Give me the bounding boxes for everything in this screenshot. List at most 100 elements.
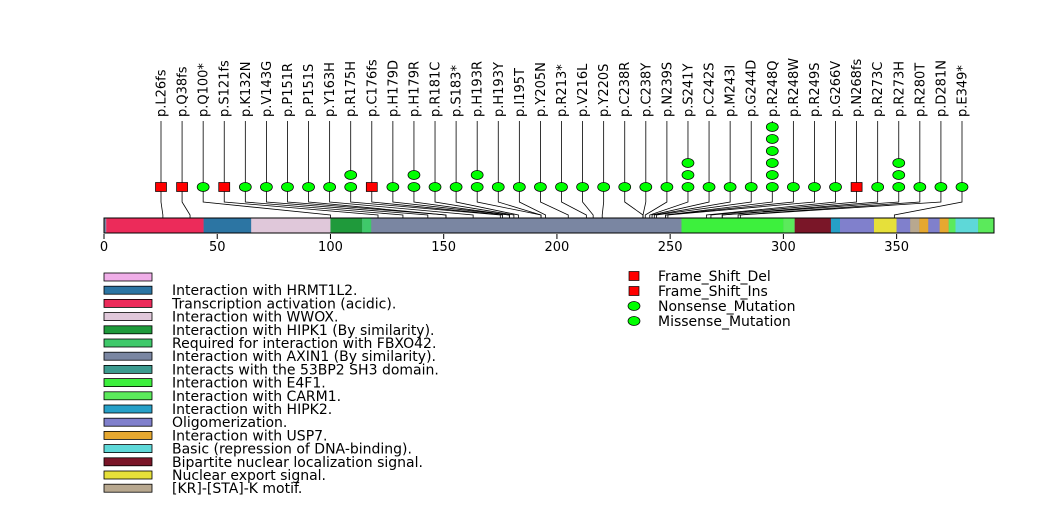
mutation-marker-circle bbox=[407, 170, 421, 180]
mutation-marker-square bbox=[365, 182, 378, 192]
domain-legend-label: [KR]-[STA]-K motif. bbox=[172, 481, 302, 497]
mutation-marker-square bbox=[155, 182, 167, 192]
mutation-marker-circle bbox=[765, 134, 779, 144]
domain-legend-swatch bbox=[103, 312, 153, 322]
mutation-marker-circle bbox=[765, 170, 779, 180]
mutation-marker-circle bbox=[723, 182, 737, 192]
domain-segment bbox=[948, 218, 956, 233]
domain-segment bbox=[106, 218, 204, 233]
mutation-label-p-g244d: p.G244D bbox=[745, 60, 760, 117]
protein-domains bbox=[103, 217, 995, 234]
mutation-label-p-k132n: p.K132N bbox=[239, 62, 254, 117]
domain-legend-swatch bbox=[103, 470, 153, 480]
mutation-connector bbox=[265, 187, 429, 218]
domain-legend: Interaction with HRMT1L2.Transcription a… bbox=[103, 272, 439, 497]
mutation-marker-circle bbox=[238, 182, 252, 192]
domain-legend-swatch bbox=[103, 285, 153, 295]
mutation-marker-circle bbox=[534, 182, 547, 192]
mutation-marker-circle bbox=[470, 170, 484, 180]
domain-legend-swatch bbox=[103, 364, 153, 374]
domain-segment bbox=[330, 218, 363, 233]
domain-legend-label: Interaction with WWOX. bbox=[172, 310, 338, 326]
domain-legend-label: Transcription activation (acidic). bbox=[171, 296, 396, 312]
mutation-connector bbox=[202, 187, 331, 218]
mutation-marker-circle bbox=[892, 158, 906, 168]
axis-tick-label: 0 bbox=[100, 240, 108, 255]
mutation-marker-circle bbox=[428, 182, 442, 192]
mutation-marker-circle bbox=[281, 182, 294, 192]
mutation-labels: p.L26fs p.Q38fs p.Q100* p.S121fs p.K132N p.V1… bbox=[155, 58, 971, 117]
mutation-marker-circle bbox=[681, 182, 695, 192]
mutation-connector bbox=[497, 187, 542, 218]
mutation-connector bbox=[561, 187, 587, 218]
mutation-connector bbox=[244, 187, 404, 218]
mutation-label-p-c238y: p.C238Y bbox=[639, 63, 654, 117]
domain-segment bbox=[783, 218, 795, 233]
mutation-label-p-y220s: p.Y220S bbox=[597, 64, 612, 117]
mutation-label-p-r175h: p.R175H bbox=[344, 61, 359, 117]
domain-legend-label: Interaction with USP7. bbox=[172, 428, 328, 444]
mutation-marker-square bbox=[850, 182, 863, 192]
mutation-marker-circle bbox=[913, 182, 927, 192]
mutation-label-p-h193r: p.H193R bbox=[471, 61, 486, 117]
mutation-connector bbox=[160, 187, 164, 218]
domain-legend-label: Interaction with HIPK1 (By similarity). bbox=[172, 323, 435, 339]
mutation-marker-circle bbox=[765, 122, 779, 132]
domain-legend-label: Interaction with E4F1. bbox=[172, 376, 326, 392]
mutation-connector bbox=[434, 187, 515, 218]
mutation-marker-circle bbox=[639, 182, 653, 192]
mutation-marker-circle bbox=[892, 182, 906, 192]
mutation-legend-circle bbox=[627, 316, 641, 326]
mutation-label-p-v216l: p.V216L bbox=[576, 63, 591, 117]
mutation-marker-circle bbox=[344, 182, 358, 192]
mutation-marker-circle bbox=[470, 182, 484, 192]
domain-legend-label: Interaction with HIPK2. bbox=[172, 402, 332, 418]
mutation-connector bbox=[413, 187, 510, 218]
mutation-marker-circle bbox=[555, 182, 568, 192]
mutation-marker-circle bbox=[449, 182, 463, 192]
mutation-marker-circle bbox=[765, 182, 779, 192]
mutation-legend-square bbox=[628, 271, 640, 281]
mutation-marker-circle bbox=[829, 182, 842, 192]
mutation-label-p-y163h: p.Y163H bbox=[323, 62, 338, 117]
mutation-marker-circle bbox=[491, 182, 505, 192]
mutation-connector bbox=[649, 187, 689, 218]
mutation-connector bbox=[644, 187, 668, 218]
mutation-label-p-g266v: p.G266V bbox=[829, 61, 844, 117]
mutation-connector bbox=[665, 187, 794, 218]
domain-legend-swatch bbox=[103, 351, 153, 361]
axis-tick-label: 50 bbox=[209, 240, 226, 255]
domain-legend-swatch bbox=[103, 417, 153, 427]
mutation-label-p-s121fs: p.S121fs bbox=[218, 60, 233, 117]
mutation-marker-circle bbox=[871, 182, 885, 192]
mutation-marker-circle bbox=[744, 182, 758, 192]
mutation-legend-label: Frame_Shift_Del bbox=[658, 269, 771, 285]
mutation-connector bbox=[329, 187, 474, 218]
mutation-connector bbox=[893, 187, 963, 218]
domain-legend-swatch bbox=[103, 404, 153, 414]
mutation-marker-circle bbox=[681, 170, 695, 180]
domain-segment bbox=[830, 218, 841, 233]
mutation-label-p-e349: p.E349* bbox=[956, 65, 971, 117]
mutation-connector bbox=[651, 187, 710, 218]
mutation-marker-circle bbox=[681, 158, 695, 168]
mutation-label-p-r248w: p.R248W bbox=[787, 58, 802, 117]
mutation-connector bbox=[739, 187, 942, 218]
mutation-label-p-r249s: p.R249S bbox=[808, 63, 823, 117]
domain-segment bbox=[251, 218, 331, 233]
domain-legend-label: Interaction with AXIN1 (By similarity). bbox=[172, 349, 436, 365]
mutation-connector bbox=[656, 187, 752, 218]
axis-tick-label: 250 bbox=[658, 240, 683, 255]
domain-legend-swatch bbox=[103, 457, 153, 467]
domain-legend-label: Basic (repression of DNA-binding). bbox=[172, 442, 412, 458]
mutation-label-p-s241y: p.S241Y bbox=[681, 64, 696, 117]
mutation-legend-square bbox=[628, 286, 640, 296]
mutation-connector bbox=[350, 187, 501, 218]
mutation-marker-circle bbox=[323, 182, 336, 192]
mutation-marker-circle bbox=[512, 182, 526, 192]
domain-segment bbox=[840, 218, 874, 233]
mutation-label-p-r280t: p.R280T bbox=[913, 63, 928, 117]
mutation-connector bbox=[642, 187, 647, 218]
mutation-label-p-r248q: p.R248Q bbox=[766, 61, 781, 117]
